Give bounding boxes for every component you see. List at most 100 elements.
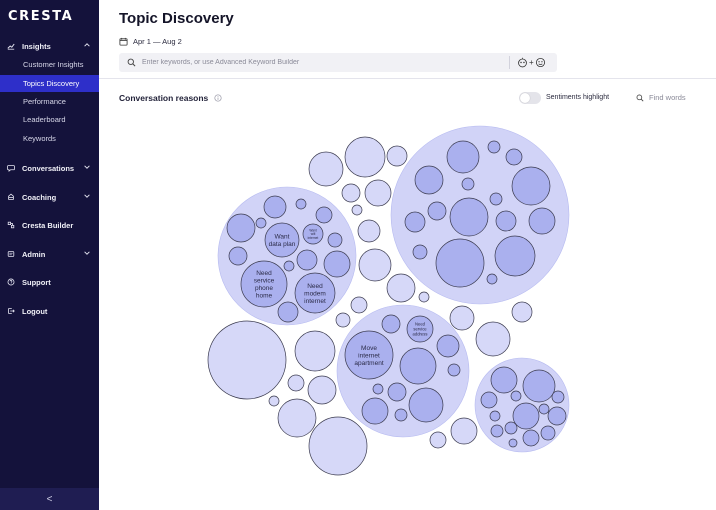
topic-bubble[interactable] xyxy=(435,238,485,288)
sidebar-item-coaching[interactable]: Coaching xyxy=(0,188,99,206)
topic-bubble[interactable] xyxy=(508,438,518,448)
topic-bubble[interactable] xyxy=(240,260,288,308)
info-icon[interactable] xyxy=(214,94,222,102)
topic-bubble[interactable] xyxy=(551,390,565,404)
topic-bubble[interactable] xyxy=(510,390,522,402)
topic-bubble[interactable] xyxy=(351,204,363,216)
topic-bubble[interactable] xyxy=(335,312,351,328)
topic-bubble[interactable] xyxy=(547,406,567,426)
topic-bubble[interactable] xyxy=(283,260,295,272)
date-range-picker[interactable]: Apr 1 — Aug 2 xyxy=(119,37,182,46)
topic-bubble[interactable] xyxy=(358,248,392,282)
sidebar-item-performance[interactable]: Performance xyxy=(23,97,66,106)
sentiments-highlight-toggle[interactable] xyxy=(519,92,541,104)
topic-bubble[interactable] xyxy=(226,213,256,243)
topic-bubble[interactable] xyxy=(436,334,460,358)
keyword-search-bar[interactable]: + xyxy=(119,53,557,72)
sidebar-item-support[interactable]: Support xyxy=(0,273,99,291)
topic-bubble[interactable] xyxy=(386,145,408,167)
topic-bubble[interactable] xyxy=(387,382,407,402)
topic-bubble[interactable] xyxy=(504,421,518,435)
topic-bubble[interactable] xyxy=(372,383,384,395)
topic-bubble[interactable] xyxy=(381,314,401,334)
sidebar-item-customer-insights[interactable]: Customer Insights xyxy=(23,60,84,69)
topic-bubble[interactable] xyxy=(404,211,426,233)
topic-bubble[interactable] xyxy=(386,273,416,303)
topic-bubble[interactable] xyxy=(344,136,386,178)
topic-bubble[interactable] xyxy=(255,217,267,229)
topic-bubble[interactable] xyxy=(494,235,536,277)
topic-bubble[interactable] xyxy=(308,151,344,187)
topic-bubble[interactable] xyxy=(364,179,392,207)
topic-bubble[interactable] xyxy=(418,291,430,303)
topic-bubble[interactable] xyxy=(412,244,428,260)
sidebar-item-logout[interactable]: Logout xyxy=(0,302,99,320)
advanced-keyword-builder-button[interactable]: + xyxy=(517,56,546,69)
topic-bubble[interactable] xyxy=(414,165,444,195)
topic-bubble[interactable] xyxy=(399,347,437,385)
topic-bubble[interactable] xyxy=(294,272,336,314)
topic-bubble[interactable] xyxy=(486,273,498,285)
topic-bubble[interactable] xyxy=(427,201,447,221)
topic-bubble[interactable] xyxy=(207,320,287,400)
topic-bubble[interactable] xyxy=(489,410,501,422)
topic-bubble[interactable] xyxy=(480,391,498,409)
topic-bubble[interactable] xyxy=(429,431,447,449)
topic-bubble[interactable] xyxy=(540,425,556,441)
topic-bubble[interactable] xyxy=(341,183,361,203)
topic-bubble[interactable] xyxy=(511,166,551,206)
topic-bubble[interactable] xyxy=(350,296,368,314)
topic-bubble[interactable] xyxy=(489,192,503,206)
topic-bubble[interactable] xyxy=(361,397,389,425)
topic-bubble[interactable] xyxy=(449,305,475,331)
topic-bubble[interactable] xyxy=(315,206,333,224)
topic-bubble[interactable] xyxy=(512,402,540,430)
topic-bubble[interactable] xyxy=(307,375,337,405)
search-input[interactable] xyxy=(142,59,502,66)
topic-bubble[interactable] xyxy=(449,197,489,237)
collapse-sidebar-button[interactable]: < xyxy=(0,488,99,510)
topic-bubble[interactable] xyxy=(490,366,518,394)
topic-bubble[interactable] xyxy=(394,408,408,422)
topic-bubble[interactable] xyxy=(522,429,540,447)
topic-bubble[interactable] xyxy=(528,207,556,235)
topic-bubble[interactable] xyxy=(475,321,511,357)
find-words-input[interactable]: Find words xyxy=(636,93,686,102)
sidebar-item-leaderboard[interactable]: Leaderboard xyxy=(23,115,66,124)
topic-bubble[interactable] xyxy=(308,416,368,476)
topic-bubble[interactable] xyxy=(344,330,394,380)
topic-bubble[interactable] xyxy=(461,177,475,191)
topic-bubble[interactable] xyxy=(277,398,317,438)
sidebar-item-cresta-builder[interactable]: Cresta Builder xyxy=(0,216,99,234)
topic-bubble[interactable] xyxy=(487,140,501,154)
topic-bubble[interactable] xyxy=(495,210,517,232)
topic-bubble[interactable] xyxy=(538,403,550,415)
topic-bubble[interactable] xyxy=(264,222,300,258)
topic-bubble[interactable] xyxy=(263,195,287,219)
topic-bubble[interactable] xyxy=(323,250,351,278)
topic-bubble[interactable] xyxy=(327,232,343,248)
topic-bubble[interactable] xyxy=(295,198,307,210)
topic-bubble[interactable] xyxy=(228,246,248,266)
topic-bubble[interactable] xyxy=(294,330,336,372)
sidebar-item-topics-discovery[interactable]: Topics Discovery xyxy=(0,75,99,92)
topic-bubble[interactable] xyxy=(522,369,556,403)
topic-bubble[interactable] xyxy=(511,301,533,323)
topic-bubble[interactable] xyxy=(302,223,324,245)
topic-bubble[interactable] xyxy=(268,395,280,407)
topic-bubble[interactable] xyxy=(450,417,478,445)
sidebar-item-admin[interactable]: Admin xyxy=(0,245,99,263)
topic-bubble[interactable] xyxy=(296,249,318,271)
topic-bubble[interactable] xyxy=(505,148,523,166)
topic-bubble[interactable] xyxy=(287,374,305,392)
topic-bubble[interactable] xyxy=(406,315,434,343)
topic-bubble[interactable] xyxy=(357,219,381,243)
sidebar-item-keywords[interactable]: Keywords xyxy=(23,134,56,143)
sidebar-item-insights[interactable]: Insights xyxy=(0,37,99,55)
topic-bubble[interactable] xyxy=(277,301,299,323)
topic-bubble[interactable] xyxy=(447,363,461,377)
topic-bubble[interactable] xyxy=(490,424,504,438)
sidebar-item-conversations[interactable]: Conversations xyxy=(0,159,99,177)
topic-bubble[interactable] xyxy=(408,387,444,423)
topic-bubble[interactable] xyxy=(446,140,480,174)
